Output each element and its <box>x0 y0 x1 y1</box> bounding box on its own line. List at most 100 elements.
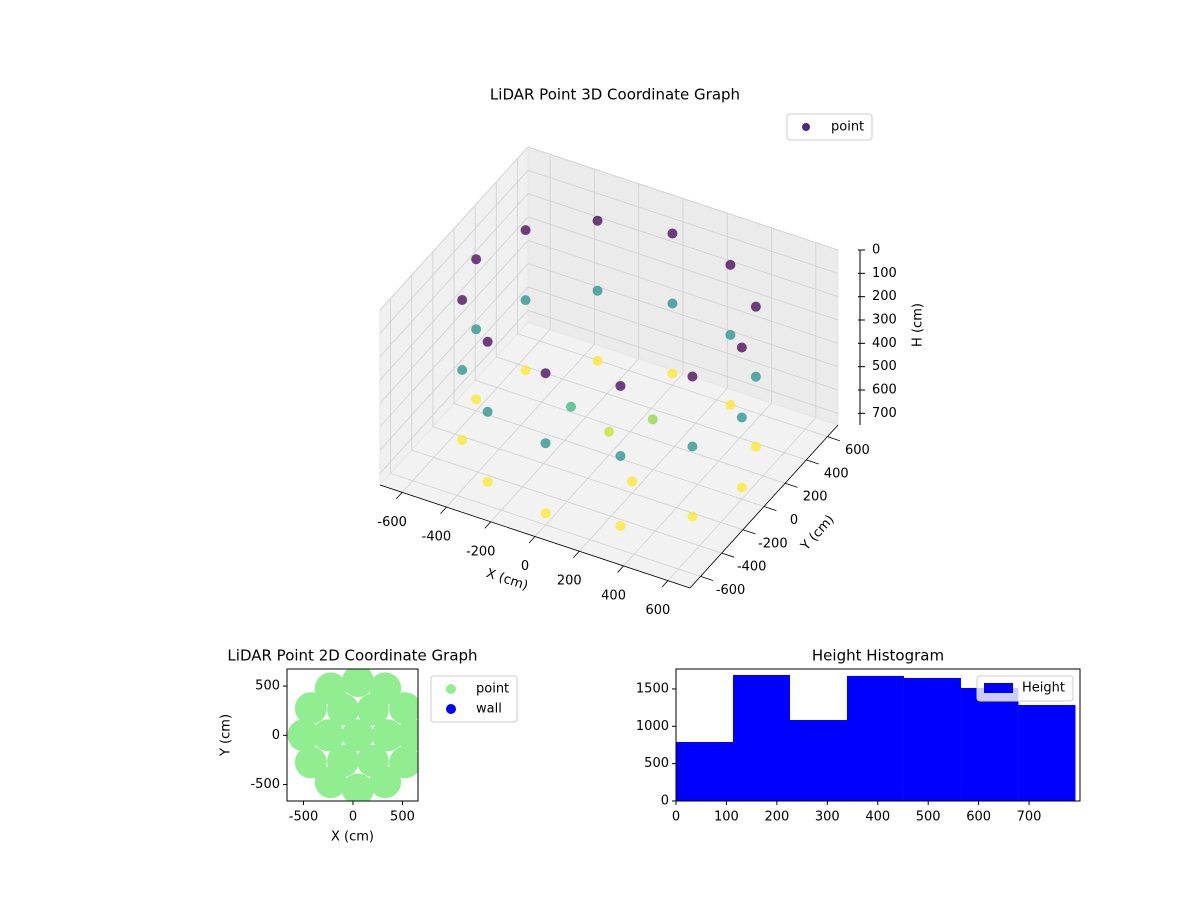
y-axis-label: Y (cm) <box>219 714 234 757</box>
histogram-bar <box>903 677 961 801</box>
histogram-bar <box>676 741 733 801</box>
data-point <box>471 394 482 405</box>
legend-label: Height <box>1022 681 1065 696</box>
x-tick-mark <box>484 521 492 529</box>
y-tick-label: 400 <box>824 466 849 481</box>
data-point <box>520 225 531 236</box>
data-point <box>687 371 698 382</box>
histogram-bar <box>846 675 904 801</box>
chart-title: LiDAR Point 2D Coordinate Graph <box>227 647 477 665</box>
data-point <box>520 295 531 306</box>
x-tick-label: 400 <box>865 810 890 825</box>
data-point <box>647 414 658 425</box>
z-tick-label: 600 <box>872 383 897 398</box>
data-point <box>287 719 320 752</box>
data-point <box>457 295 468 306</box>
legend-label: point <box>476 682 509 697</box>
grid-line <box>517 333 828 438</box>
grid-line <box>527 216 839 321</box>
data-point <box>750 441 761 452</box>
data-point <box>725 399 736 410</box>
x-tick-label: 200 <box>764 810 789 825</box>
grid-line <box>379 310 529 474</box>
data-point <box>389 746 418 779</box>
data-point <box>540 438 551 449</box>
data-point <box>389 692 418 725</box>
y-tick-label: -200 <box>758 536 788 551</box>
data-point <box>482 476 493 487</box>
legend-marker <box>446 704 456 714</box>
grid-line <box>411 449 722 554</box>
x-tick-label: 0 <box>349 810 357 825</box>
data-point <box>540 368 551 379</box>
histogram-bar <box>789 720 847 801</box>
grid-line <box>527 193 839 298</box>
data-point <box>750 371 761 382</box>
z-tick-label: 700 <box>872 406 897 421</box>
data-point <box>592 285 603 296</box>
grid-line <box>379 170 529 334</box>
data-point <box>341 669 374 698</box>
y-tick-label: 600 <box>845 443 870 458</box>
data-point <box>341 719 374 752</box>
x-tick-mark <box>573 550 580 559</box>
z-axis-label: H (cm) <box>911 303 926 347</box>
data-point <box>604 426 614 437</box>
data-point <box>736 482 747 493</box>
data-point <box>396 719 418 752</box>
z-tick-label: 200 <box>872 289 897 304</box>
data-point <box>592 355 603 366</box>
data-point <box>592 215 603 226</box>
data-point <box>725 259 736 270</box>
y-tick-label: 500 <box>644 756 669 771</box>
legend-marker <box>802 123 810 131</box>
y-tick-mark <box>742 529 756 535</box>
data-point <box>471 254 482 265</box>
data-point <box>687 441 698 452</box>
x-tick-label: 700 <box>1017 810 1042 825</box>
y-tick-label: 1000 <box>636 719 669 734</box>
data-point <box>540 508 551 519</box>
data-point <box>371 719 404 752</box>
data-point <box>327 693 360 726</box>
x-tick-label: -500 <box>289 810 319 825</box>
legend-box <box>786 113 873 141</box>
z-tick-label: 500 <box>872 359 897 374</box>
x-tick-mark <box>440 506 447 514</box>
legend-marker <box>446 684 456 694</box>
legend-label: wall <box>476 702 502 717</box>
grid-line <box>453 403 765 507</box>
data-point <box>482 406 493 417</box>
grid-line <box>379 193 529 357</box>
z-tick-label: 300 <box>872 313 897 328</box>
grid-line <box>379 240 529 404</box>
y-tick-mark <box>721 552 735 558</box>
histogram-bar <box>960 687 1019 801</box>
grid-line <box>379 286 529 451</box>
y-tick-label: -500 <box>250 777 280 792</box>
x-tick-mark <box>617 565 624 573</box>
data-point <box>457 365 468 376</box>
x-tick-label: 500 <box>390 810 415 825</box>
data-point <box>356 693 389 726</box>
x-tick-label: 300 <box>815 810 840 825</box>
z-tick-label: 400 <box>872 336 897 351</box>
z-tick-label: 100 <box>872 266 897 281</box>
y-axis-label: Y (cm) <box>798 512 838 554</box>
x-tick-label: 600 <box>966 810 991 825</box>
x-tick-mark <box>528 536 536 544</box>
data-point <box>327 744 360 777</box>
data-point <box>566 401 576 412</box>
y-tick-mark <box>763 506 777 511</box>
histogram-bar <box>732 674 790 801</box>
x-tick-label: 0 <box>672 810 680 825</box>
x-axis-label: X (cm) <box>331 830 374 845</box>
y-tick-mark <box>806 459 819 465</box>
y-tick-label: -600 <box>716 583 746 598</box>
grid-line <box>379 216 529 381</box>
x-tick-label: -200 <box>466 544 496 559</box>
data-point <box>725 329 736 340</box>
chart-title: LiDAR Point 3D Coordinate Graph <box>490 86 740 104</box>
data-point <box>750 301 761 312</box>
